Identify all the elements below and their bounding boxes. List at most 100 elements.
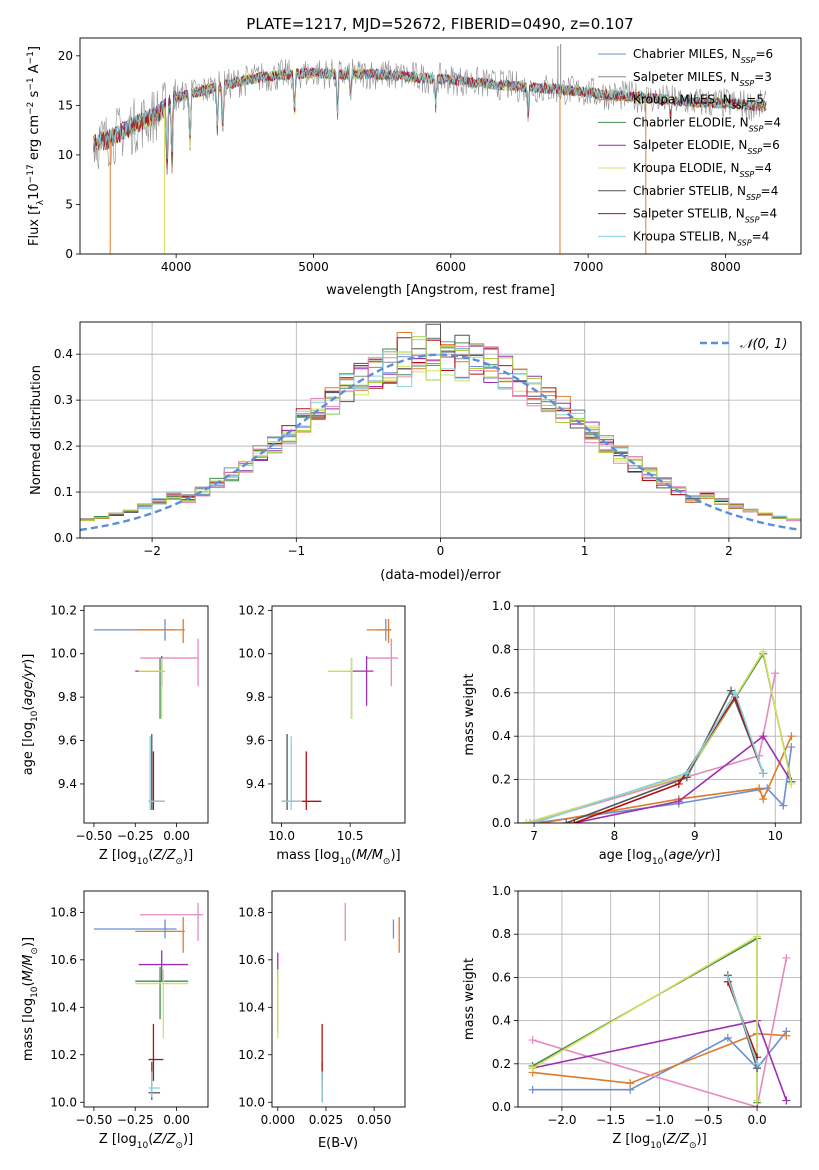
legend-label: 𝒩(0, 1) — [740, 337, 787, 352]
normal-curve — [80, 353, 799, 532]
y-tick-label: 0 — [65, 247, 73, 261]
y-tick-label: 10.0 — [50, 1095, 77, 1109]
panel-spectrum: 4000 5000 6000 7000 8000 0 5 10 15 20 wavelength [… — [26, 37, 802, 298]
x-tick-label: 8000 — [710, 260, 741, 274]
weight-line — [525, 649, 793, 823]
y-tick-label: 10.0 — [238, 647, 265, 661]
weight-marker — [528, 1036, 537, 1045]
x-tick-label: 0.000 — [261, 1113, 295, 1127]
axes-frame — [83, 890, 209, 1108]
weight-marker — [753, 932, 762, 941]
y-tick-label: 10.2 — [238, 1048, 265, 1062]
y-tick-label: 0.0 — [492, 816, 511, 830]
x-axis-label: E(B-V) — [318, 1136, 358, 1151]
y-tick-label: 0.8 — [492, 642, 511, 656]
plot-area — [518, 891, 801, 1107]
plot-area — [93, 43, 767, 254]
y-tick-label: 0.4 — [54, 347, 73, 361]
weight-marker — [682, 769, 691, 778]
weight-marker — [727, 686, 736, 695]
x-axis-label: age [log10(age/yr)] — [599, 848, 721, 867]
y-tick-label: 0.8 — [492, 927, 511, 941]
legend-label: Kroupa STELIB, NSSP=4 — [633, 229, 769, 247]
x-tick-label: 4000 — [161, 260, 192, 274]
y-tick-label: 10 — [58, 148, 73, 162]
panel-mass_vs_Z: −0.50 −0.25 0.00 10.0 10.2 10.4 10.6 10.8 Z [log… — [21, 890, 209, 1151]
weight-marker — [570, 819, 579, 823]
weight-marker — [759, 732, 768, 741]
y-tick-label: 0.6 — [492, 970, 511, 984]
weight-marker — [787, 779, 796, 788]
x-tick-label: −0.50 — [76, 829, 113, 843]
y-axis-label: Normed distribution — [29, 365, 44, 495]
weight-marker — [753, 1096, 762, 1105]
y-tick-label: 10.2 — [50, 603, 77, 617]
weight-marker — [528, 1064, 537, 1073]
plot-area — [93, 902, 204, 1100]
x-axis-label: Z [log10(Z/Z⊙)] — [99, 848, 193, 867]
y-tick-label: 0.6 — [492, 686, 511, 700]
weight-marker — [779, 801, 788, 810]
y-tick-label: 10.0 — [238, 1095, 265, 1109]
axes-frame — [83, 605, 209, 824]
weight-marker — [626, 1079, 635, 1088]
y-tick-label: 5 — [65, 197, 73, 211]
panel-age_vs_Z: −0.50 −0.25 0.00 9.4 9.6 9.8 10.0 10.2 Z [log10(… — [21, 603, 209, 867]
weight-marker — [759, 769, 768, 778]
plot-area — [93, 619, 199, 810]
y-tick-label: 1.0 — [492, 599, 511, 613]
weight-line — [532, 957, 788, 1107]
weight-marker — [787, 732, 796, 741]
plot-area — [277, 902, 400, 1103]
x-tick-label: −0.5 — [694, 1113, 723, 1127]
weight-line — [529, 673, 777, 823]
x-tick-label: 0.00 — [163, 829, 190, 843]
legend-label: Chabrier MILES, NSSP=6 — [633, 47, 773, 65]
weight-marker — [528, 1085, 537, 1094]
weight-marker — [674, 779, 683, 788]
y-tick-label: 0.2 — [54, 439, 73, 453]
y-tick-label: 0.0 — [492, 1100, 511, 1114]
axes-frame — [271, 605, 406, 824]
x-tick-label: −1.5 — [596, 1113, 625, 1127]
y-tick-label: 10.6 — [50, 953, 77, 967]
weight-marker — [723, 1033, 732, 1042]
y-tick-label: 9.4 — [246, 777, 265, 791]
legend-label: Chabrier ELODIE, NSSP=4 — [633, 115, 781, 132]
x-axis-label: Z [log10(Z/Z⊙)] — [612, 1132, 706, 1151]
weight-line — [533, 690, 764, 823]
x-tick-label: −0.50 — [76, 1113, 113, 1127]
weight-marker — [771, 669, 780, 678]
y-tick-label: 1.0 — [492, 884, 511, 898]
figure-title: PLATE=1217, MJD=52672, FIBERID=0490, z=0… — [246, 15, 633, 33]
x-tick-label: 0 — [437, 544, 445, 558]
y-tick-label: 20 — [58, 49, 73, 63]
y-tick-label: 0.2 — [492, 773, 511, 787]
x-tick-label: 8 — [611, 829, 619, 843]
x-axis-label: mass [log10(M/M⊙)] — [276, 848, 400, 867]
weight-marker — [755, 784, 764, 793]
x-tick-label: 7 — [530, 829, 538, 843]
x-tick-label: −0.25 — [117, 1113, 154, 1127]
y-axis-label: mass [log10(M/M⊙)] — [21, 937, 40, 1061]
legend-label: Salpeter STELIB, NSSP=4 — [633, 207, 777, 225]
weight-marker — [759, 795, 768, 804]
weight-marker — [674, 797, 683, 806]
weight-marker — [753, 1059, 762, 1068]
x-tick-label: 10 — [768, 829, 783, 843]
y-tick-label: 10.4 — [238, 1000, 265, 1014]
x-axis-label: Z [log10(Z/Z⊙)] — [99, 1132, 193, 1151]
x-tick-label: −0.25 — [117, 829, 154, 843]
weight-marker — [522, 819, 531, 823]
x-tick-label: 10.5 — [337, 829, 364, 843]
weight-marker — [723, 973, 732, 982]
x-tick-label: 1 — [581, 544, 589, 558]
weight-line — [574, 735, 793, 823]
weight-marker — [731, 688, 740, 697]
y-tick-label: 9.6 — [246, 734, 265, 748]
y-tick-label: 0.3 — [54, 393, 73, 407]
legend-label: Salpeter MILES, NSSP=3 — [633, 70, 772, 88]
spectrum-line — [93, 67, 767, 160]
x-tick-label: 0.050 — [357, 1113, 391, 1127]
